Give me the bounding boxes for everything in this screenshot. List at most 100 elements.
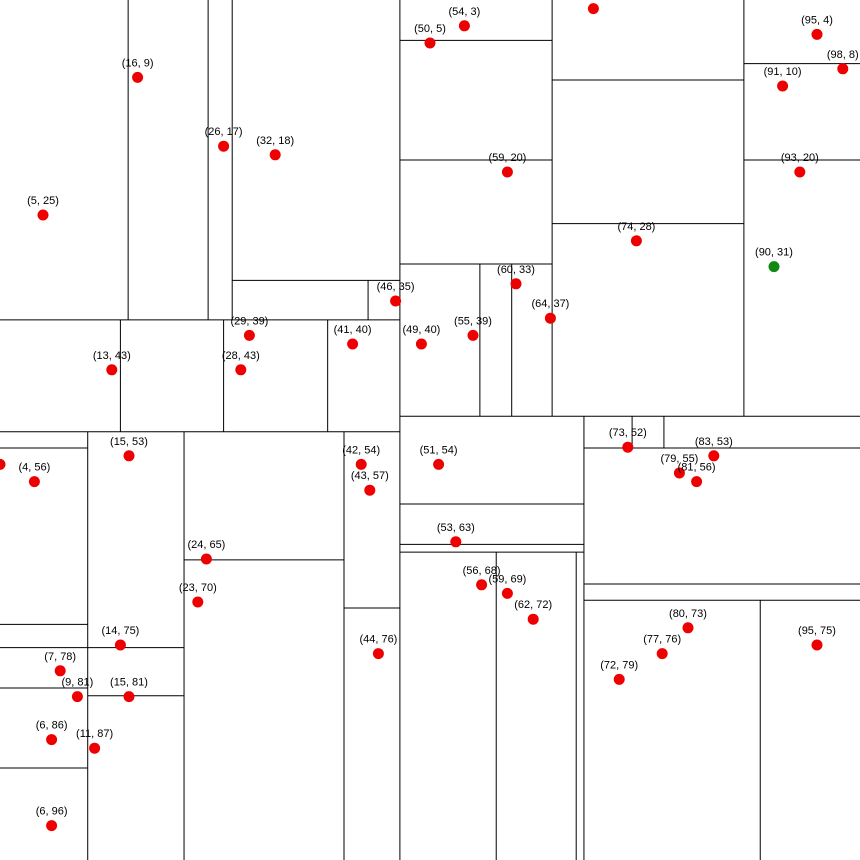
data-point-24 xyxy=(123,450,135,462)
data-point-6-label: (50, 5) xyxy=(414,23,446,35)
data-point-25-label: (42, 54) xyxy=(342,444,380,456)
data-point-42 xyxy=(656,648,668,660)
data-point-13 xyxy=(630,235,642,247)
data-point-39-label: (14, 75) xyxy=(101,625,139,637)
data-point-31-label: (81, 56) xyxy=(678,462,716,474)
data-point-49 xyxy=(46,820,58,832)
data-point-28-label: (73, 52) xyxy=(609,427,647,439)
data-point-24-label: (15, 53) xyxy=(110,436,148,448)
data-point-44-label: (72, 79) xyxy=(600,659,638,671)
data-point-29-label: (83, 53) xyxy=(695,436,733,448)
data-point-19 xyxy=(467,329,479,341)
data-point-48-label: (11, 87) xyxy=(76,728,113,740)
data-point-27-label: (51, 54) xyxy=(420,444,458,456)
data-point-31 xyxy=(691,476,703,488)
data-point-27 xyxy=(433,458,445,470)
query-point-label: (90, 31) xyxy=(755,247,793,259)
data-point-6 xyxy=(424,37,436,49)
data-point-30-label: (79, 55) xyxy=(660,453,698,465)
data-point-3 xyxy=(269,149,281,161)
data-point-40-label: (95, 75) xyxy=(798,625,836,637)
query-point xyxy=(768,261,780,273)
data-point-2 xyxy=(218,140,230,152)
data-point-11 xyxy=(501,166,513,178)
data-point-0 xyxy=(132,71,144,83)
data-point-41-label: (44, 76) xyxy=(359,634,397,646)
data-point-46-label: (15, 81) xyxy=(110,677,148,689)
data-point-7 xyxy=(587,3,599,15)
data-point-13-label: (74, 28) xyxy=(617,221,655,233)
data-point-9 xyxy=(837,63,849,75)
data-point-23 xyxy=(28,476,40,488)
data-point-38 xyxy=(682,622,694,634)
data-point-14 xyxy=(510,278,522,290)
data-point-15 xyxy=(544,312,556,324)
data-point-10-label: (91, 10) xyxy=(764,66,802,78)
data-point-18 xyxy=(415,338,427,350)
data-point-35-label: (59, 69) xyxy=(488,573,526,585)
data-point-39 xyxy=(114,639,126,651)
data-point-20 xyxy=(106,364,118,376)
data-point-25 xyxy=(355,458,367,470)
data-point-1-label: (5, 25) xyxy=(27,195,59,207)
data-point-28 xyxy=(622,441,634,453)
data-point-34 xyxy=(476,579,488,591)
point-labels: (16, 9) (5, 25) (26, 17) (32, 18) (46, 35) (5… xyxy=(19,6,859,818)
data-point-33-label: (24, 65) xyxy=(187,539,225,551)
data-point-35 xyxy=(501,587,513,599)
point-markers xyxy=(0,3,849,832)
data-point-48 xyxy=(89,742,101,754)
data-point-19-label: (55, 39) xyxy=(454,315,492,327)
data-point-1 xyxy=(37,209,49,221)
data-point-44 xyxy=(613,673,625,685)
data-point-34-label: (56, 68) xyxy=(463,565,501,577)
data-point-16-label: (29, 39) xyxy=(230,315,268,327)
data-point-46 xyxy=(123,691,135,703)
data-point-36 xyxy=(192,596,204,608)
data-point-47 xyxy=(46,734,58,746)
data-point-29 xyxy=(708,450,720,462)
data-point-16 xyxy=(243,329,255,341)
data-point-26-label: (43, 57) xyxy=(351,470,389,482)
data-point-23-label: (4, 56) xyxy=(19,462,51,474)
data-point-43-label: (7, 78) xyxy=(44,651,76,663)
data-point-11-label: (59, 20) xyxy=(488,152,526,164)
data-point-17 xyxy=(347,338,359,350)
data-point-5 xyxy=(458,20,470,32)
data-point-32 xyxy=(450,536,462,548)
data-point-30 xyxy=(673,467,685,479)
data-point-8-label: (95, 4) xyxy=(801,14,833,26)
data-point-3-label: (32, 18) xyxy=(256,135,294,147)
data-point-42-label: (77, 76) xyxy=(643,634,681,646)
data-point-18-label: (49, 40) xyxy=(402,324,440,336)
data-point-36-label: (23, 70) xyxy=(179,582,217,594)
data-point-2-label: (26, 17) xyxy=(205,126,243,138)
data-point-45-label: (9, 81) xyxy=(62,677,94,689)
data-point-10 xyxy=(777,80,789,92)
data-point-33 xyxy=(200,553,212,565)
data-point-5-label: (54, 3) xyxy=(449,6,481,18)
data-point-38-label: (80, 73) xyxy=(669,608,707,620)
data-point-41 xyxy=(372,648,384,660)
data-point-47-label: (6, 86) xyxy=(36,720,68,732)
data-point-4-label: (46, 35) xyxy=(377,281,415,293)
data-point-26 xyxy=(364,484,376,496)
data-point-40 xyxy=(811,639,823,651)
data-point-14-label: (60, 33) xyxy=(497,264,535,276)
data-point-37-label: (62, 72) xyxy=(514,599,552,611)
data-point-22 xyxy=(0,458,6,470)
data-point-9-label: (98, 8) xyxy=(827,49,859,61)
data-point-21-label: (28, 43) xyxy=(222,350,260,362)
data-point-17-label: (41, 40) xyxy=(334,324,372,336)
data-point-0-label: (16, 9) xyxy=(122,57,154,69)
data-point-21 xyxy=(235,364,247,376)
data-point-37 xyxy=(527,613,539,625)
data-point-49-label: (6, 96) xyxy=(36,806,68,818)
data-point-20-label: (13, 43) xyxy=(93,350,131,362)
data-point-45 xyxy=(71,691,83,703)
data-point-15-label: (64, 37) xyxy=(531,298,569,310)
data-point-32-label: (53, 63) xyxy=(437,522,475,534)
data-point-12-label: (93, 20) xyxy=(781,152,819,164)
